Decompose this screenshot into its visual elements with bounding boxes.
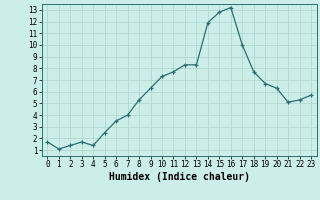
X-axis label: Humidex (Indice chaleur): Humidex (Indice chaleur) [109, 172, 250, 182]
